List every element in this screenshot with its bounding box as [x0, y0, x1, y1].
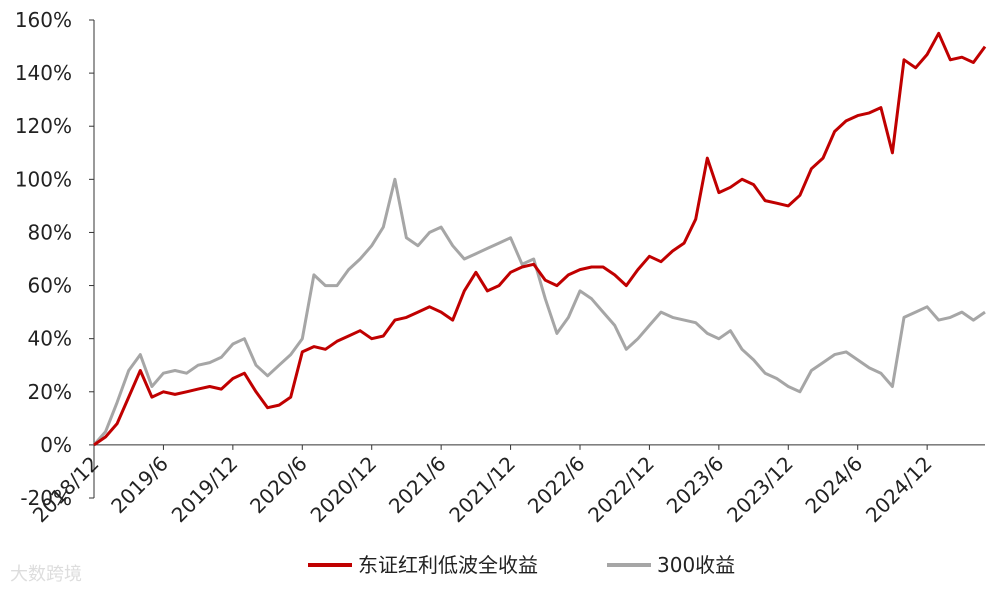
legend-csi300-label: 300收益 [657, 553, 735, 577]
y-tick-label: 20% [28, 380, 72, 404]
y-tick-label: 100% [15, 167, 72, 191]
x-tick-label: 2021/6 [384, 451, 451, 518]
x-tick-label: 2023/6 [662, 451, 729, 518]
y-tick-label: 80% [28, 220, 72, 244]
watermark-text: 大数跨境 [10, 564, 82, 585]
x-tick-label: 2022/12 [583, 451, 659, 527]
x-tick-label: 2022/6 [523, 451, 590, 518]
y-tick-label: 60% [28, 274, 72, 298]
x-tick-label: 2020/12 [306, 451, 382, 527]
series-line-csi300 [92, 177, 986, 446]
series-line-dividend-lowvol [93, 31, 987, 447]
x-tick-label: 2020/6 [245, 451, 312, 518]
y-tick-label: 0% [40, 433, 72, 457]
y-tick-label: 160% [15, 8, 72, 32]
x-tick-label: 2021/12 [444, 451, 520, 527]
x-tick-label: 2019/6 [106, 451, 173, 518]
x-tick-label: 2023/12 [722, 451, 798, 527]
y-tick-label: 140% [15, 61, 72, 85]
y-tick-label: 40% [28, 327, 72, 351]
y-tick-label: -20% [20, 486, 72, 510]
x-tick-label: 2024/12 [861, 451, 937, 527]
y-tick-label: 120% [15, 114, 72, 138]
x-tick-label: 2024/6 [801, 451, 868, 518]
x-tick-label: 2019/12 [167, 451, 243, 527]
legend-dividend-lowvol-label: 东证红利低波全收益 [358, 553, 538, 577]
